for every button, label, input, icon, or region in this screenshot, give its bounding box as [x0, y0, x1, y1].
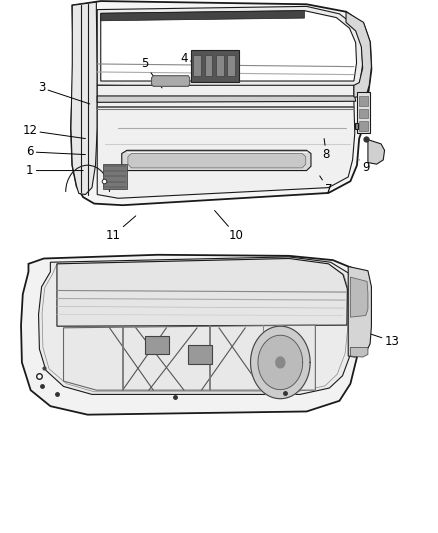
Polygon shape	[57, 259, 347, 326]
Text: 10: 10	[215, 211, 244, 242]
Text: 11: 11	[106, 216, 136, 242]
Polygon shape	[101, 11, 304, 21]
Polygon shape	[359, 109, 368, 118]
Text: 9: 9	[359, 160, 370, 174]
Polygon shape	[348, 266, 371, 357]
Text: 8: 8	[323, 139, 330, 161]
Text: 5: 5	[141, 58, 162, 88]
Polygon shape	[191, 50, 239, 82]
Polygon shape	[145, 336, 169, 354]
Text: 6: 6	[26, 146, 85, 158]
Polygon shape	[188, 345, 212, 364]
Polygon shape	[103, 164, 127, 189]
Polygon shape	[39, 257, 354, 394]
Polygon shape	[97, 85, 355, 198]
Polygon shape	[71, 2, 97, 195]
Polygon shape	[359, 121, 368, 131]
Polygon shape	[101, 11, 357, 81]
Polygon shape	[276, 357, 285, 368]
Polygon shape	[205, 55, 212, 76]
Polygon shape	[122, 150, 311, 171]
Polygon shape	[152, 76, 190, 86]
Polygon shape	[350, 277, 368, 317]
Polygon shape	[350, 348, 368, 357]
Text: 12: 12	[22, 124, 85, 139]
Polygon shape	[346, 12, 371, 97]
Polygon shape	[71, 1, 371, 205]
Polygon shape	[357, 92, 370, 133]
Polygon shape	[97, 6, 363, 88]
Polygon shape	[368, 140, 385, 164]
Polygon shape	[21, 255, 359, 415]
Polygon shape	[128, 154, 306, 168]
Text: 1: 1	[26, 164, 83, 177]
Polygon shape	[251, 326, 310, 399]
Text: 13: 13	[368, 333, 399, 348]
Polygon shape	[64, 325, 315, 390]
Polygon shape	[216, 55, 224, 76]
Polygon shape	[193, 55, 201, 76]
Polygon shape	[355, 123, 358, 129]
Text: 3: 3	[38, 82, 90, 104]
Text: 7: 7	[320, 176, 332, 196]
Polygon shape	[227, 55, 235, 76]
Polygon shape	[97, 96, 356, 102]
Polygon shape	[258, 335, 303, 390]
Text: 4: 4	[180, 52, 228, 75]
Polygon shape	[359, 96, 368, 106]
